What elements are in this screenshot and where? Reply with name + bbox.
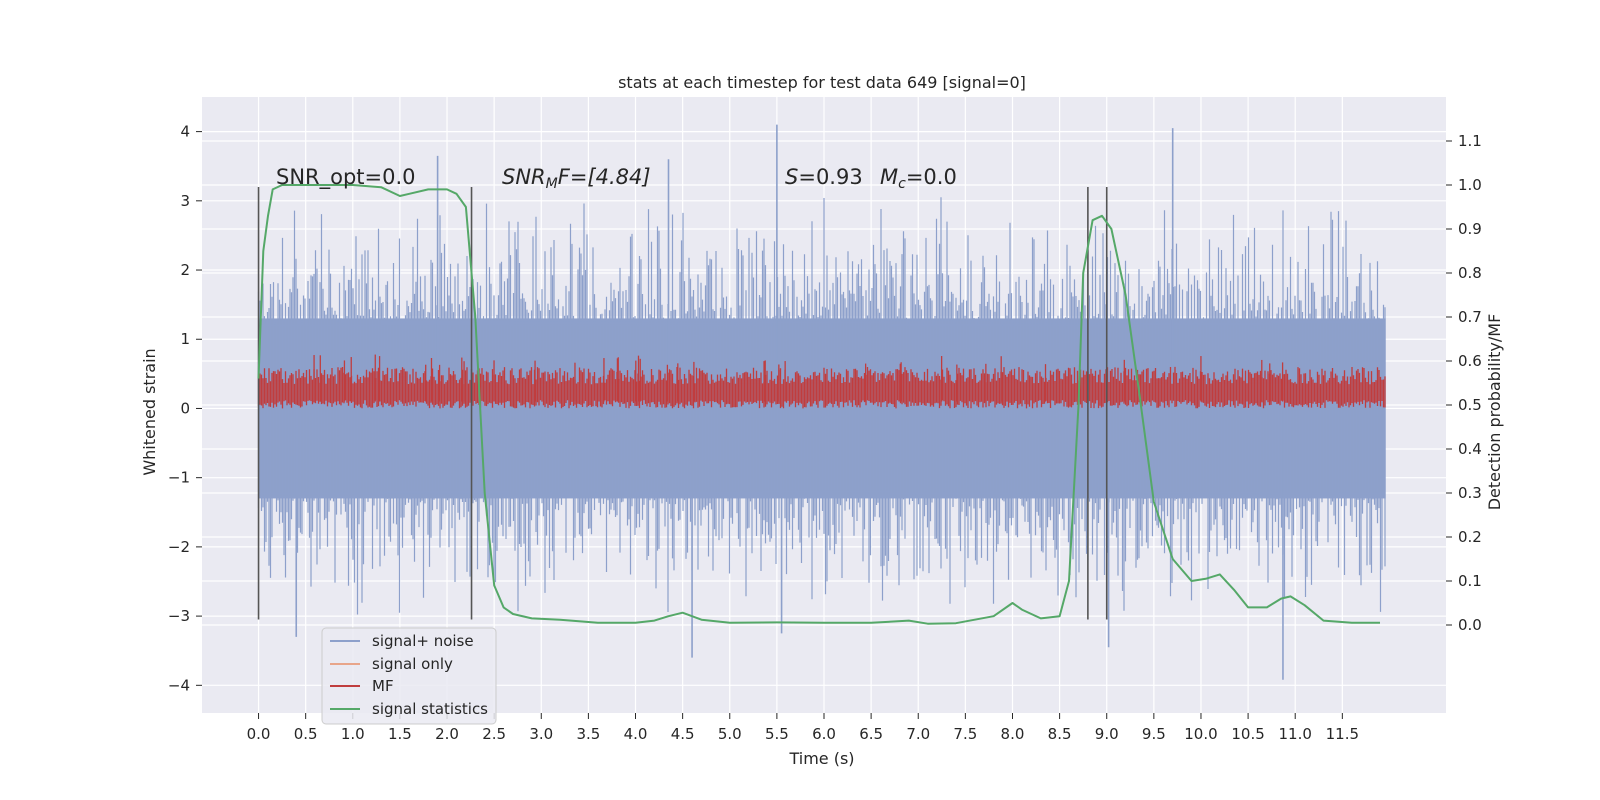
y-right-tick-label: 0.8 [1458, 264, 1482, 282]
annotation-s-value: =0.93 [798, 165, 862, 189]
marker-lines [257, 186, 1108, 620]
x-tick-label: 7.5 [953, 725, 977, 743]
annotation-snr-mf: SNRMF=[4.84] [502, 165, 651, 192]
legend-label-signal-statistics: signal statistics [372, 700, 488, 718]
x-tick-label: 4.0 [624, 725, 648, 743]
x-tick-label: 6.5 [859, 725, 883, 743]
y-right-tick-label: 1.1 [1458, 132, 1482, 150]
annotation-snr-mf-rest-f: F=[4.84] [558, 165, 651, 189]
x-tick-label: 6.0 [812, 725, 836, 743]
x-tick-label: 10.0 [1184, 725, 1217, 743]
x-tick-label: 8.5 [1048, 725, 1072, 743]
x-tick-label: 9.5 [1142, 725, 1166, 743]
x-tick-label: 9.0 [1095, 725, 1119, 743]
y-right-tick-label: 0.5 [1458, 396, 1482, 414]
y-left-tick-label: 1 [180, 330, 190, 348]
y-right-tick-label: 0.7 [1458, 308, 1482, 326]
chart-title: stats at each timestep for test data 649… [618, 73, 1026, 92]
legend: signal+ noise signal only MF signal stat… [321, 627, 497, 725]
annotation-snr-opt: SNR_opt=0.0 [276, 165, 416, 190]
annotation-mc: Mc=0.0 [880, 165, 957, 192]
annotation-mc-sub: c [898, 176, 906, 192]
legend-label-mf: MF [372, 677, 394, 695]
x-tick-label: 1.5 [388, 725, 412, 743]
x-tick-label: 11.5 [1326, 725, 1359, 743]
y-right-axis-ticks: 0.0 0.1 0.2 0.3 0.4 0.5 0.6 0.7 0.8 0.9 1.0 1.1 [1446, 132, 1482, 634]
x-axis-label: Time (s) [788, 749, 854, 768]
y-right-tick-label: 1.0 [1458, 176, 1482, 194]
legend-label-signal-only: signal only [372, 655, 453, 673]
x-tick-label: 3.0 [529, 725, 553, 743]
y-right-tick-label: 0.2 [1458, 528, 1482, 546]
x-tick-label: 10.5 [1231, 725, 1264, 743]
signal-statistics-line [257, 184, 1380, 625]
x-tick-label: 2.5 [482, 725, 506, 743]
y-left-tick-label: 4 [180, 123, 190, 141]
annotation-s-var: S [785, 165, 798, 189]
y-left-tick-label: −2 [168, 538, 190, 556]
legend-box [321, 627, 497, 725]
annotation-snr-mf-sub: M [546, 176, 558, 192]
annotation-s: S=0.93 [785, 165, 863, 189]
x-tick-label: 3.5 [576, 725, 600, 743]
y-right-tick-label: 0.9 [1458, 220, 1482, 238]
annotation-mc-var: M [880, 165, 898, 189]
legend-label-signal-noise: signal+ noise [372, 632, 474, 650]
y-right-tick-label: 0.3 [1458, 484, 1482, 502]
x-tick-label: 5.5 [765, 725, 789, 743]
y-right-tick-label: 0.4 [1458, 440, 1482, 458]
x-tick-label: 7.0 [906, 725, 930, 743]
y-left-tick-label: 2 [180, 261, 190, 279]
annotation-snr-mf-base: SNR [502, 165, 546, 189]
x-tick-label: 0.0 [247, 725, 271, 743]
y-right-tick-label: 0.1 [1458, 572, 1482, 590]
x-tick-label: 5.0 [718, 725, 742, 743]
x-tick-label: 11.0 [1279, 725, 1312, 743]
y-right-tick-label: 0.6 [1458, 352, 1482, 370]
signal-noise-series [257, 124, 1386, 680]
x-tick-label: 8.0 [1001, 725, 1025, 743]
y-left-tick-label: −4 [168, 676, 190, 694]
signal-statistics-series [257, 184, 1380, 625]
y-right-axis-label: Detection probability/MF [1485, 314, 1504, 511]
y-left-axis-label: Whitened strain [140, 348, 159, 475]
x-tick-label: 1.0 [341, 725, 365, 743]
y-left-tick-label: −3 [168, 607, 190, 625]
y-right-tick-label: 0.0 [1458, 616, 1482, 634]
x-tick-label: 4.5 [671, 725, 695, 743]
x-tick-label: 0.5 [294, 725, 318, 743]
annotation-mc-value: =0.0 [906, 165, 957, 189]
y-left-tick-label: −1 [168, 469, 190, 487]
x-axis-ticks: 0.0 0.5 1.0 1.5 2.0 2.5 3.0 3.5 4.0 4.5 5.0 5.5 6.0 6… [247, 713, 1359, 743]
y-left-tick-label: 3 [180, 192, 190, 210]
x-tick-label: 2.0 [435, 725, 459, 743]
y-left-tick-label: 0 [180, 399, 190, 417]
y-left-axis-ticks: −4 −3 −2 −1 0 1 2 3 4 [168, 123, 202, 694]
